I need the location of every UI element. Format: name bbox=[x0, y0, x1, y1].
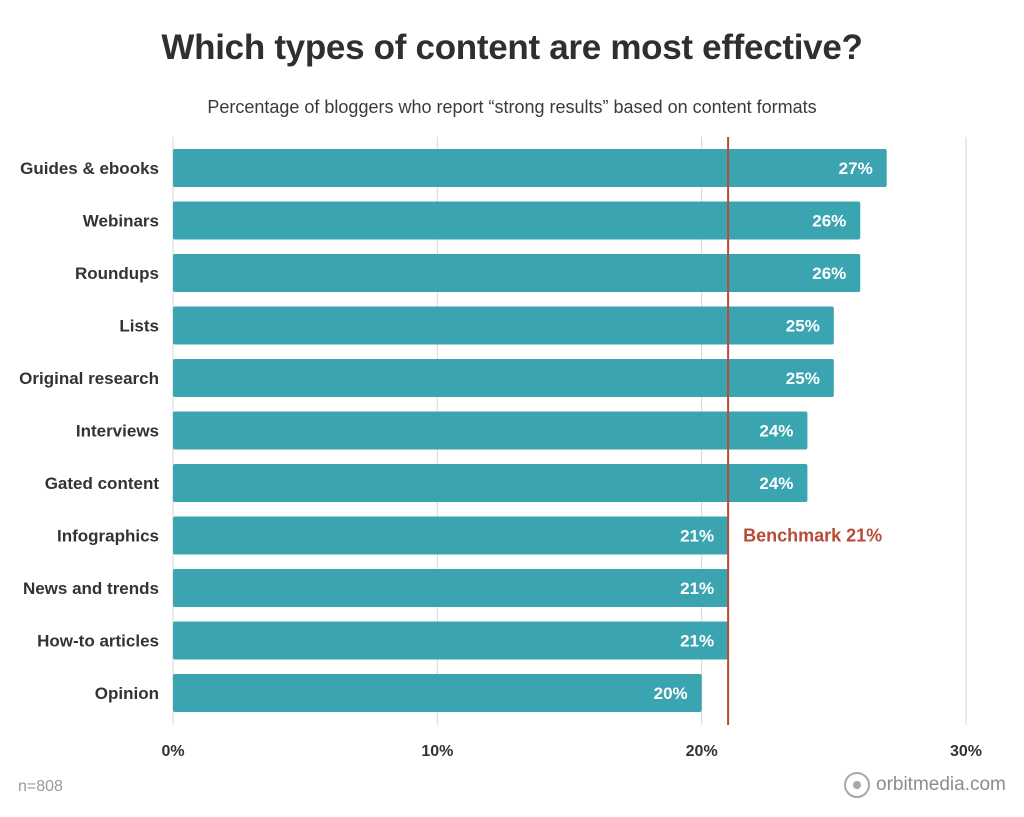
category-label: Original research bbox=[19, 369, 159, 388]
x-tick-label: 20% bbox=[686, 743, 718, 760]
category-label: Opinion bbox=[95, 684, 159, 703]
bar bbox=[173, 149, 887, 187]
x-tick-label: 10% bbox=[421, 743, 453, 760]
value-label: 21% bbox=[680, 527, 714, 546]
value-label: 24% bbox=[759, 422, 793, 441]
chart-subtitle: Percentage of bloggers who report “stron… bbox=[207, 97, 817, 117]
category-label: Interviews bbox=[76, 422, 159, 441]
bar bbox=[173, 359, 834, 397]
value-label: 21% bbox=[680, 579, 714, 598]
value-label: 27% bbox=[839, 159, 873, 178]
orbit-logo-icon bbox=[844, 772, 870, 798]
bar bbox=[173, 254, 861, 292]
category-label: Lists bbox=[119, 317, 159, 336]
bar bbox=[173, 569, 729, 607]
category-label: Guides & ebooks bbox=[20, 159, 159, 178]
value-label: 25% bbox=[786, 369, 820, 388]
bar bbox=[173, 411, 808, 450]
category-label: How-to articles bbox=[37, 632, 159, 651]
sample-size-note: n=808 bbox=[18, 778, 63, 795]
value-label: 25% bbox=[786, 317, 820, 336]
category-label: Infographics bbox=[57, 527, 159, 546]
bar bbox=[173, 306, 834, 345]
bar bbox=[173, 621, 729, 660]
x-tick-label: 30% bbox=[950, 743, 982, 760]
category-label: Roundups bbox=[75, 264, 159, 283]
category-label: News and trends bbox=[23, 579, 159, 598]
value-label: 20% bbox=[654, 684, 688, 703]
category-label: Gated content bbox=[45, 474, 160, 493]
bar bbox=[173, 201, 861, 240]
bar bbox=[173, 516, 729, 555]
value-label: 26% bbox=[812, 264, 846, 283]
bar bbox=[173, 674, 702, 712]
benchmark-label: Benchmark 21% bbox=[743, 526, 882, 546]
brand-mark[interactable]: orbitmedia.com bbox=[844, 772, 1006, 798]
brand-name: orbitmedia.com bbox=[876, 774, 1006, 795]
value-label: 24% bbox=[759, 474, 793, 493]
bar bbox=[173, 464, 808, 502]
chart-title: Which types of content are most effectiv… bbox=[161, 28, 863, 67]
value-label: 21% bbox=[680, 632, 714, 651]
category-label: Webinars bbox=[83, 212, 159, 231]
value-label: 26% bbox=[812, 212, 846, 231]
x-tick-label: 0% bbox=[161, 743, 184, 760]
